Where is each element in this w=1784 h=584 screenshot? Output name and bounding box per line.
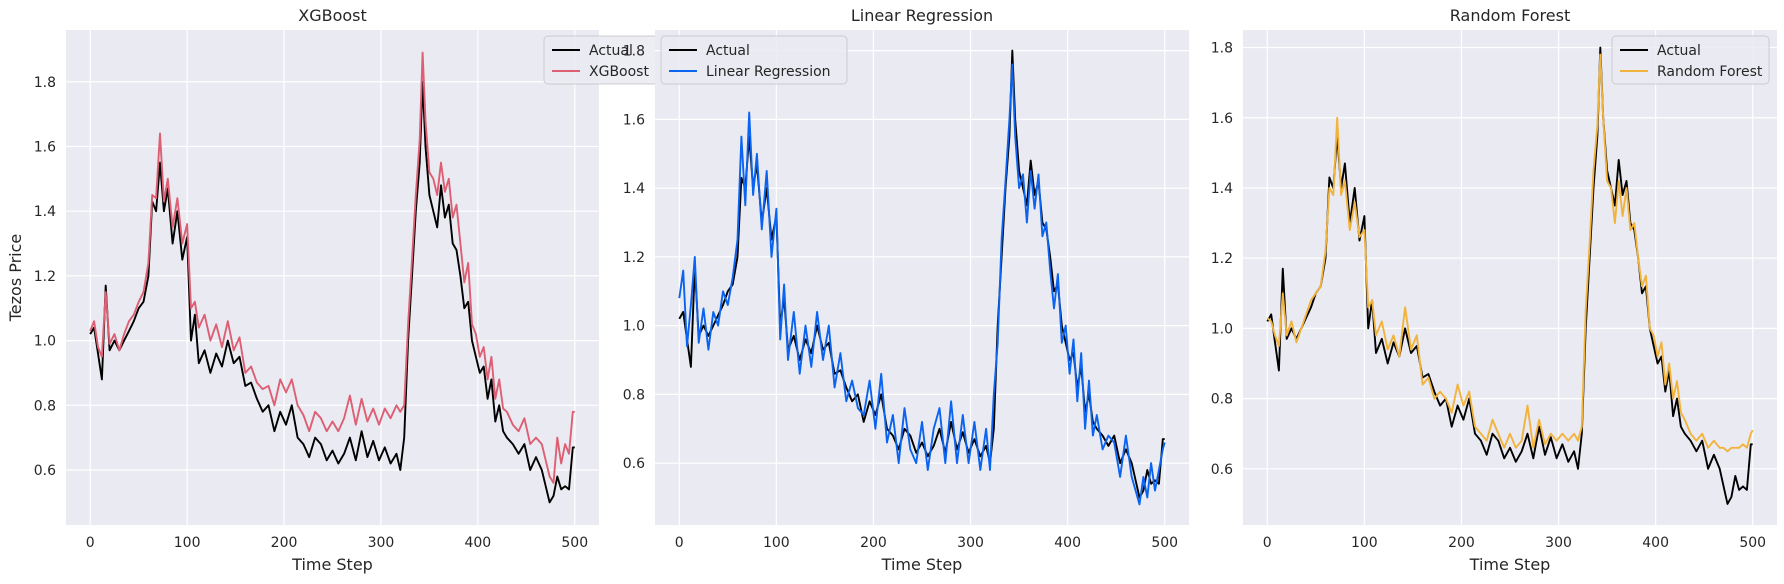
- legend: Actual XGBoost: [543, 35, 660, 85]
- legend-label-0: Actual: [589, 43, 633, 59]
- x-tick-label: 200: [860, 535, 887, 551]
- y-tick-label: 1.2: [1211, 251, 1233, 267]
- x-tick-label: 500: [561, 535, 588, 551]
- legend-label-0: Actual: [706, 43, 750, 59]
- legend-label-1: Linear Regression: [706, 64, 831, 80]
- chart-title: XGBoost: [298, 6, 367, 25]
- y-tick-label: 1.8: [623, 44, 645, 60]
- y-axis-label: Tezos Price: [6, 234, 25, 323]
- x-tick-label: 100: [174, 535, 201, 551]
- x-tick-label: 0: [675, 535, 684, 551]
- y-tick-label: 0.6: [34, 463, 56, 479]
- x-tick-label: 100: [1351, 535, 1378, 551]
- y-tick-label: 1.2: [34, 269, 56, 285]
- y-tick-label: 1.4: [1211, 181, 1233, 197]
- x-tick-label: 0: [86, 535, 95, 551]
- series-line-0: [89, 80, 575, 504]
- legend: Actual Linear Regression: [660, 35, 848, 85]
- x-tick-label: 300: [1545, 535, 1572, 551]
- x-tick-label: 100: [763, 535, 790, 551]
- series-line-1: [89, 51, 575, 484]
- x-tick-label: 200: [271, 535, 298, 551]
- y-tick-label: 1.6: [623, 112, 645, 128]
- x-axis-label: Time Step: [881, 555, 963, 574]
- legend-frame: [660, 35, 848, 85]
- x-tick-label: 200: [1448, 535, 1475, 551]
- y-tick-label: 1.8: [1211, 41, 1233, 57]
- y-tick-label: 0.8: [34, 398, 56, 414]
- series-line-1: [1266, 53, 1754, 453]
- series-line-0: [1266, 46, 1753, 505]
- y-tick-label: 1.8: [34, 75, 56, 91]
- y-tick-label: 0.6: [623, 456, 645, 472]
- plot-area: [1243, 30, 1777, 525]
- x-axis-label: Time Step: [1469, 555, 1551, 574]
- chart-title: Linear Regression: [851, 6, 993, 25]
- y-tick-label: 1.4: [623, 181, 645, 197]
- x-tick-label: 500: [1739, 535, 1766, 551]
- chart-panel-1: 0 100 200 300 400 500 0.6 0.8 1.0 1.2 1.4 1.6 1.8 Lin…: [623, 6, 1189, 574]
- legend: Actual Random Forest: [1611, 35, 1770, 85]
- x-tick-label: 400: [464, 535, 491, 551]
- plot-area: [655, 30, 1189, 525]
- y-tick-label: 0.6: [1211, 462, 1233, 478]
- series-line-1: [678, 63, 1166, 506]
- y-tick-label: 1.6: [34, 139, 56, 155]
- x-tick-label: 400: [1054, 535, 1081, 551]
- y-tick-label: 1.0: [34, 334, 56, 350]
- legend-label-1: XGBoost: [589, 64, 649, 80]
- chart-panel-2: 0 100 200 300 400 500 0.6 0.8 1.0 1.2 1.4 1.6 1.8 Ran…: [1211, 6, 1777, 574]
- y-tick-label: 0.8: [623, 387, 645, 403]
- x-tick-label: 300: [957, 535, 984, 551]
- x-tick-label: 500: [1151, 535, 1178, 551]
- x-tick-label: 400: [1642, 535, 1669, 551]
- y-tick-label: 0.8: [1211, 392, 1233, 408]
- y-tick-label: 1.0: [623, 319, 645, 335]
- legend-frame: [1611, 35, 1770, 85]
- legend-label-0: Actual: [1657, 43, 1701, 59]
- y-tick-label: 1.2: [623, 250, 645, 266]
- y-tick-label: 1.6: [1211, 111, 1233, 127]
- legend-label-1: Random Forest: [1657, 64, 1763, 80]
- x-axis-label: Time Step: [291, 555, 373, 574]
- y-tick-label: 1.4: [34, 204, 56, 220]
- x-tick-label: 0: [1263, 535, 1272, 551]
- y-tick-label: 1.0: [1211, 321, 1233, 337]
- chart-title: Random Forest: [1450, 6, 1570, 25]
- x-tick-label: 300: [368, 535, 395, 551]
- chart-panel-0: 0 100 200 300 400 500 0.6 0.8 1.0 1.2 1.4 1.6 1.8 XGB…: [6, 6, 660, 574]
